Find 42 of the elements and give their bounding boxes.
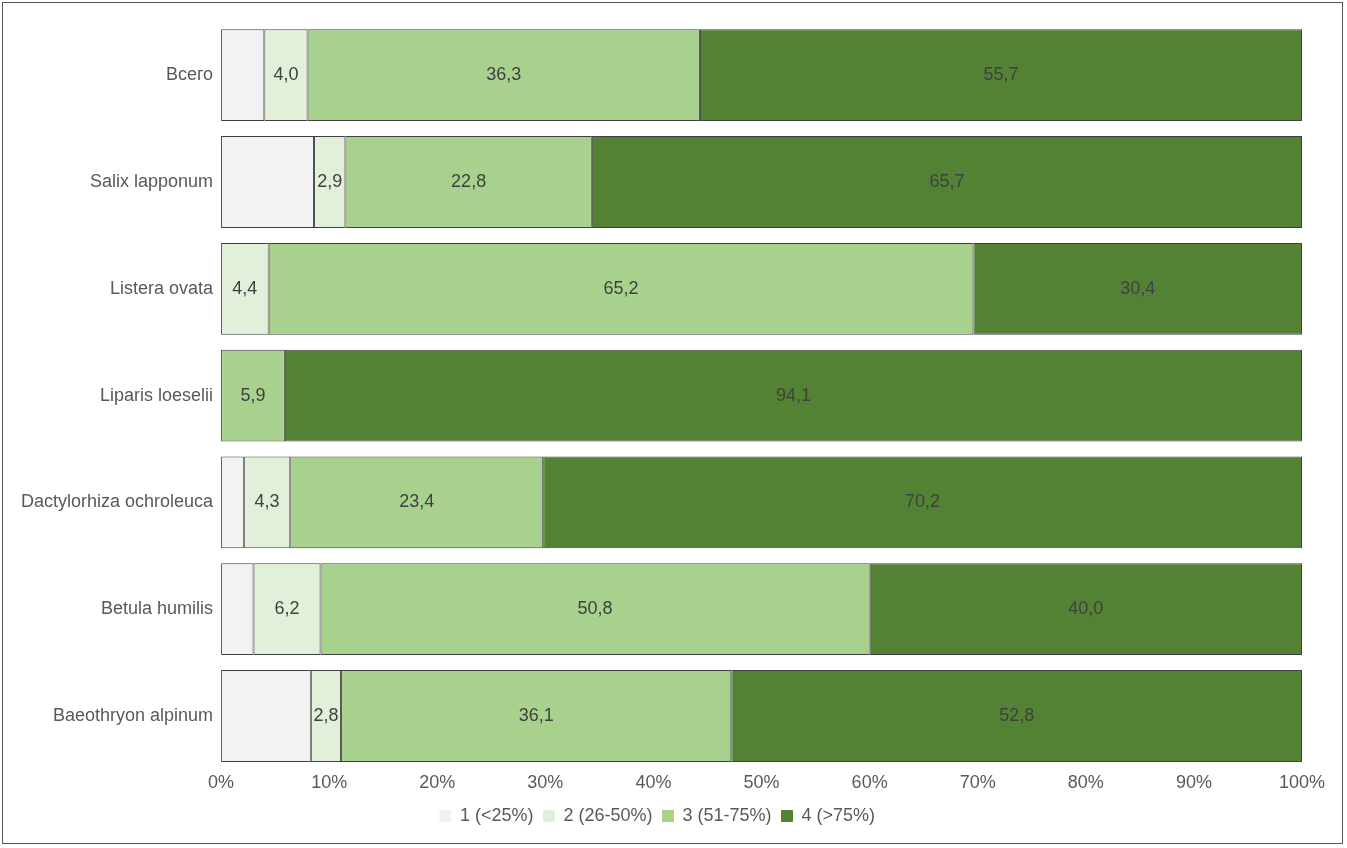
y-tick-label: Всего (165, 64, 214, 85)
x-tick-label: 30% (527, 772, 564, 793)
x-tick-label: 40% (635, 772, 672, 793)
data-label: 36,3 (486, 64, 522, 85)
data-label: 4,4 (232, 277, 258, 298)
data-label: 30,4 (1120, 277, 1156, 298)
y-tick-label: Betula humilis (101, 598, 214, 619)
legend-label: 1 (<25%) (459, 804, 534, 825)
x-tick-label: 70% (959, 772, 996, 793)
x-tick-label: 20% (419, 772, 456, 793)
legend-label: 4 (>75%) (801, 804, 876, 825)
x-tick-label: 90% (1175, 772, 1212, 793)
data-label: 55,7 (983, 64, 1019, 85)
y-tick-label: Listera ovata (110, 277, 215, 298)
x-tick-label: 10% (311, 772, 348, 793)
legend-label: 2 (26-50%) (563, 804, 653, 825)
data-label: 6,2 (274, 598, 300, 619)
data-label: 65,2 (603, 277, 639, 298)
data-label: 23,4 (399, 491, 435, 512)
legend-label: 3 (51-75%) (682, 804, 772, 825)
data-label: 4,3 (254, 491, 280, 512)
x-tick-label: 60% (851, 772, 888, 793)
data-label: 40,0 (1068, 598, 1104, 619)
data-label: 65,7 (929, 170, 965, 191)
y-tick-label: Baeothryon alpinum (52, 704, 214, 725)
y-tick-label: Salix lapponum (90, 170, 214, 191)
y-tick-label: Liparis loeselii (100, 384, 214, 405)
data-label: 50,8 (577, 598, 613, 619)
x-tick-label: 0% (208, 772, 235, 793)
y-tick-label: Dactylorhiza ochroleuca (21, 491, 215, 512)
data-label: 2,9 (317, 170, 343, 191)
data-label: 36,1 (518, 704, 554, 725)
data-label: 22,8 (451, 170, 487, 191)
data-label: 4,0 (273, 64, 299, 85)
data-label: 70,2 (905, 491, 941, 512)
x-tick-label: 100% (1278, 772, 1326, 793)
data-label: 94,1 (775, 384, 811, 405)
x-tick-label: 80% (1067, 772, 1104, 793)
data-label: 52,8 (999, 704, 1035, 725)
x-tick-label: 50% (743, 772, 780, 793)
data-label: 5,9 (240, 384, 266, 405)
data-label: 2,8 (313, 704, 339, 725)
